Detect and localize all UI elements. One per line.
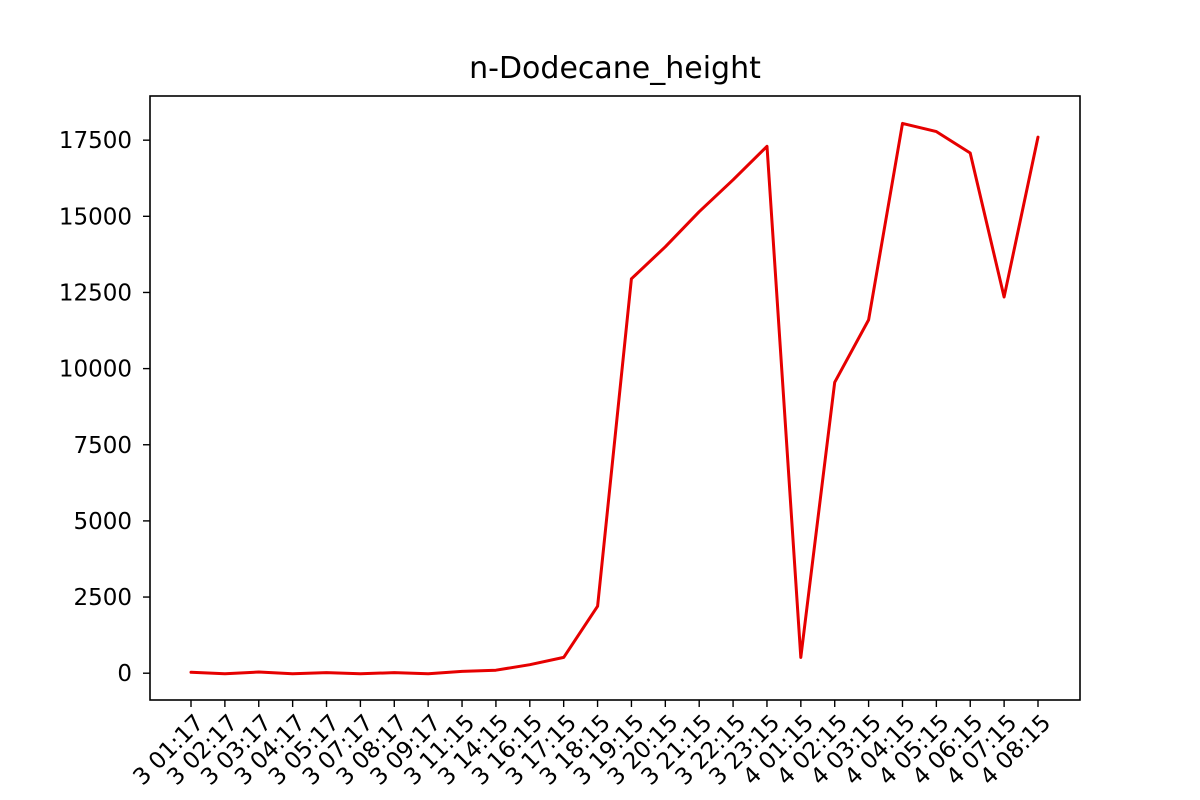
- chart-title: n-Dodecane_height: [469, 51, 761, 86]
- y-tick-label: 0: [117, 661, 132, 687]
- series-line-0: [189, 121, 1040, 676]
- y-tick-label: 17500: [59, 128, 132, 154]
- plot-frame: [149, 95, 1081, 701]
- y-tick-label: 15000: [59, 204, 132, 230]
- y-tick-label: 12500: [59, 280, 132, 306]
- y-tick-label: 10000: [59, 357, 132, 383]
- y-tick-label: 5000: [73, 509, 132, 535]
- y-tick-label: 7500: [73, 433, 132, 459]
- y-tick-label: 2500: [73, 585, 132, 611]
